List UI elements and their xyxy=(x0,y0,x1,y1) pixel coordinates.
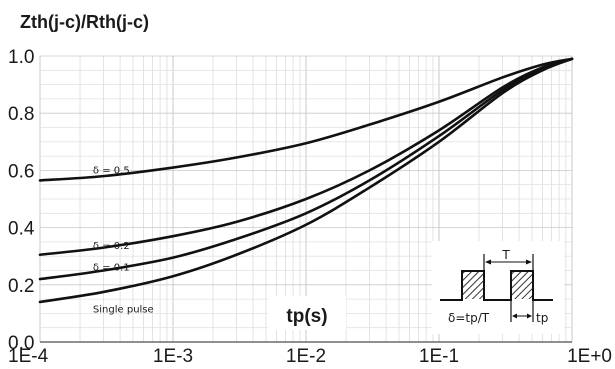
duty-cycle-label: δ=tp/T xyxy=(448,311,490,325)
pulse-1-hatch xyxy=(463,272,483,299)
tp-arrowhead-right xyxy=(527,313,532,319)
series-label-2: δ = 0.1 xyxy=(93,263,130,274)
y-tick-label: 0.2 xyxy=(8,276,34,297)
x-tick-label: 1E-4 xyxy=(8,346,49,367)
period-label: T xyxy=(501,248,510,262)
series-line-1 xyxy=(38,57,574,257)
period-arrowhead-left xyxy=(485,259,491,265)
x-tick-label: 1E-1 xyxy=(419,346,459,367)
series-label-1: δ = 0.2 xyxy=(93,241,130,252)
x-axis-label: tp(s) xyxy=(286,306,327,327)
x-tick-label: 1E-2 xyxy=(286,346,326,367)
labels: 0.0 0.2 0.4 0.6 0.8 1.0 1E-4 1E-3 1E-2 1E-1 1E+0 δ … xyxy=(8,47,612,367)
series-label-0: δ = 0.5 xyxy=(93,165,130,176)
series-label-3: Single pulse xyxy=(93,305,154,316)
y-tick-label: 0.6 xyxy=(8,161,34,182)
inset-box xyxy=(432,241,564,334)
y-tick-label: 0.4 xyxy=(8,219,35,240)
series-line-0 xyxy=(38,57,574,182)
series-line-2 xyxy=(38,57,574,281)
y-tick-label: 1.0 xyxy=(8,47,34,68)
curves xyxy=(38,57,574,304)
tp-label: tp xyxy=(536,311,548,325)
pulse-train xyxy=(440,270,553,301)
y-tick-label: 0.8 xyxy=(8,104,34,125)
tp-arrowhead-left xyxy=(512,313,517,319)
pulse-inset: T δ=tp/T tp xyxy=(432,241,564,334)
x-tick-label: 1E-3 xyxy=(153,346,193,367)
pulse-2-hatch xyxy=(512,272,532,299)
y-tick-label: 0.0 xyxy=(8,333,34,354)
series-line-3 xyxy=(38,57,574,304)
period-arrowhead-right xyxy=(526,259,532,265)
x-tick-label: 1E+0 xyxy=(567,346,612,367)
xlabel-box xyxy=(268,296,346,330)
chart-title: Zth(j-c)/Rth(j-c) xyxy=(20,12,149,32)
